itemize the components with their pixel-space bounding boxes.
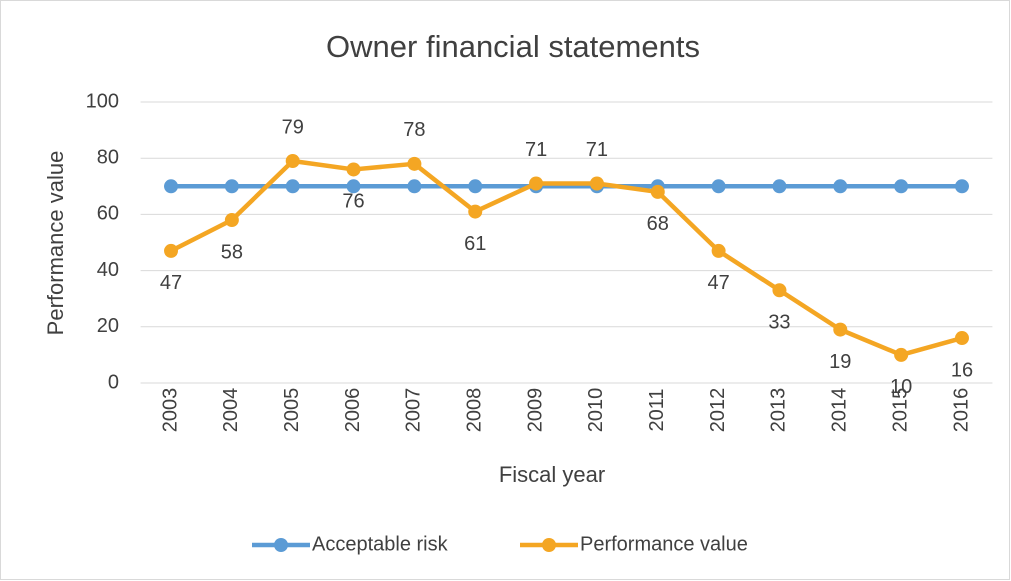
y-tick-label: 100 (86, 90, 119, 112)
y-tick-label: 80 (97, 146, 119, 168)
y-axis-label: Performance value (43, 151, 68, 336)
data-label: 33 (768, 312, 790, 334)
x-tick-label: 2014 (829, 388, 851, 433)
series-marker (285, 154, 300, 169)
series-marker (285, 179, 300, 194)
series-marker (711, 243, 726, 258)
series-marker (468, 204, 483, 219)
x-tick-label: 2015 (889, 388, 911, 433)
series-marker (589, 176, 604, 191)
series-marker (954, 179, 969, 194)
data-label: 58 (221, 241, 243, 263)
chart-title: Owner financial statements (326, 29, 700, 64)
series-marker (224, 179, 239, 194)
y-tick-label: 40 (97, 259, 119, 281)
series-marker (954, 331, 969, 346)
x-tick-label: 2007 (403, 388, 425, 433)
x-axis-label: Fiscal year (499, 462, 605, 487)
data-label: 16 (951, 359, 973, 381)
x-tick-label: 2008 (464, 388, 486, 433)
data-label: 19 (829, 351, 851, 373)
series-marker (529, 176, 544, 191)
x-tick-label: 2013 (768, 388, 790, 433)
series-marker (164, 243, 179, 258)
data-label: 10 (890, 376, 912, 398)
y-tick-label: 0 (108, 371, 119, 393)
data-label: 76 (342, 191, 364, 213)
legend-marker (542, 538, 556, 552)
series-marker (346, 179, 361, 194)
x-tick-label: 2011 (646, 388, 668, 431)
data-label: 71 (525, 139, 547, 161)
y-tick-label: 20 (97, 315, 119, 337)
series-marker (833, 179, 848, 194)
series-marker (650, 184, 665, 199)
x-tick-label: 2004 (220, 388, 242, 433)
series-marker (164, 179, 179, 194)
series-marker (894, 179, 909, 194)
data-label: 68 (647, 213, 669, 235)
x-tick-label: 2016 (950, 388, 972, 433)
data-label: 47 (160, 272, 182, 294)
series-line (170, 158, 963, 358)
series-marker (711, 179, 726, 194)
series-marker (772, 179, 787, 194)
series-marker (772, 283, 787, 298)
data-label: 71 (586, 139, 608, 161)
data-label: 47 (707, 272, 729, 294)
legend-label: Acceptable risk (312, 533, 449, 555)
series-marker (346, 162, 361, 177)
series-marker (407, 179, 422, 194)
x-tick-label: 2012 (707, 388, 729, 433)
x-tick-label: 2009 (524, 388, 546, 433)
y-tick-label: 60 (97, 203, 119, 225)
data-label: 79 (282, 116, 304, 138)
series-marker (468, 179, 483, 194)
data-label: 61 (464, 233, 486, 255)
x-tick-label: 2010 (585, 388, 607, 433)
series-marker (224, 213, 239, 228)
x-tick-label: 2005 (281, 388, 303, 433)
data-label: 78 (403, 119, 425, 141)
x-tick-label: 2006 (342, 388, 364, 433)
x-tick-label: 2003 (159, 388, 181, 433)
series-marker (894, 347, 909, 362)
legend-label: Performance value (580, 533, 748, 555)
legend-marker (274, 538, 288, 552)
series-marker (833, 322, 848, 337)
series-marker (407, 156, 422, 171)
